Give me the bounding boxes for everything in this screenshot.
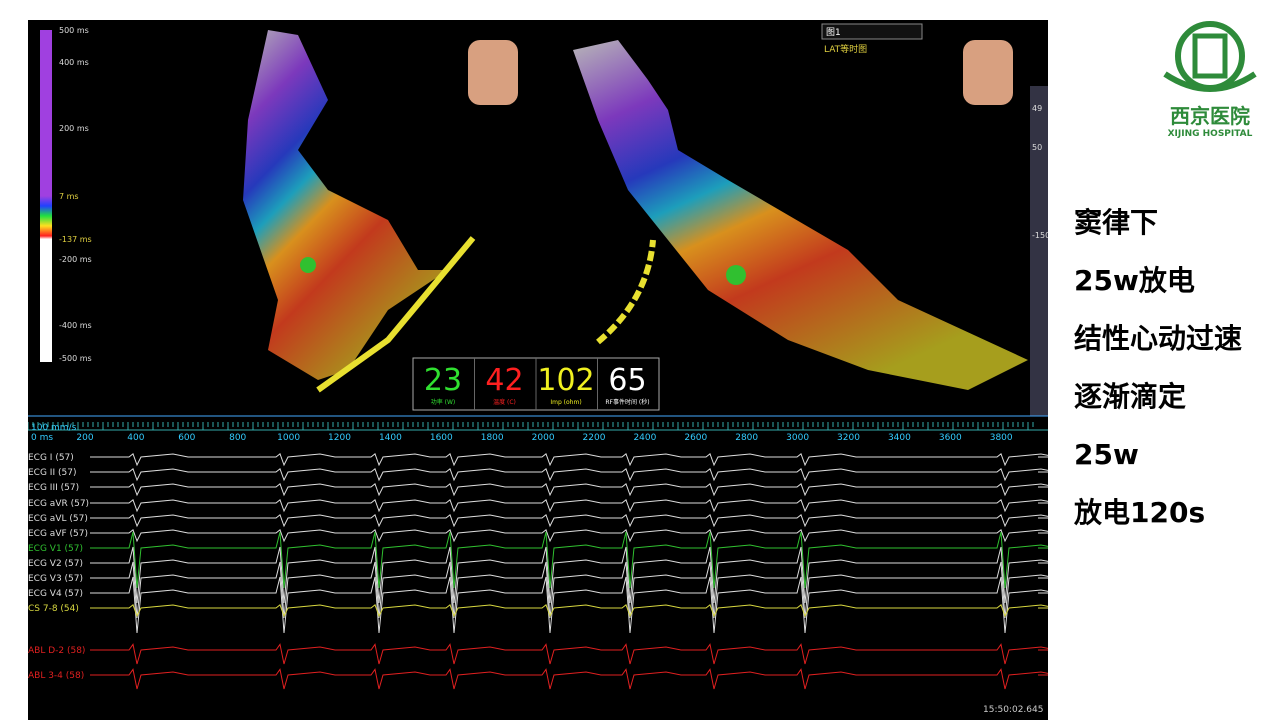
note-line: 逐渐滴定 [1074, 380, 1187, 413]
notes: 窦律下 25w放电结性心动过速 逐渐滴定 25w 放电120s [1074, 200, 1242, 548]
time-tick: 3800 [990, 433, 1013, 443]
channel-label: ECG I (57) [28, 453, 74, 463]
catheter [596, 239, 656, 345]
note-line: 结性心动过速 [1074, 322, 1243, 355]
logo-name: 西京医院 [1170, 104, 1250, 128]
torso-icon [468, 40, 518, 105]
time-tick: 3600 [939, 433, 962, 443]
heart-map-left [243, 30, 448, 380]
torso-icon [963, 40, 1013, 105]
scale-label: 200 ms [59, 124, 89, 133]
time-tick: 3200 [837, 433, 860, 443]
time-tick: 1600 [430, 433, 453, 443]
trace [90, 513, 1048, 528]
trace [90, 643, 1048, 665]
toolbar-value: -150 [1032, 231, 1048, 240]
time-tick: 2000 [532, 433, 555, 443]
ablation-tip [726, 265, 746, 285]
channel-label: ECG V4 (57) [28, 589, 83, 599]
toolbar-value: 49 [1032, 104, 1042, 113]
channel-label: ECG V1 (57) [28, 544, 83, 554]
trace [90, 668, 1048, 690]
scale-label: 7 ms [59, 192, 79, 201]
time-tick: 3400 [888, 433, 911, 443]
time-origin: 0 ms [31, 433, 53, 443]
note-line: 25w放电 [1074, 264, 1195, 297]
channel-label: ABL D-2 (58) [28, 646, 85, 656]
channel-label: ECG V2 (57) [28, 559, 83, 569]
channel-label: CS 7-8 (54) [28, 604, 79, 614]
channel-label: ECG aVL (57) [28, 514, 88, 524]
heart-map-right [573, 40, 1028, 390]
rf-value: 102 [537, 363, 594, 398]
rf-value: 65 [608, 363, 646, 398]
channel-label: ECG aVF (57) [28, 529, 88, 539]
color-scale [40, 30, 52, 362]
trace [90, 603, 1048, 618]
trace [90, 561, 1048, 619]
rf-label: 温度 (C) [493, 398, 516, 406]
trace [90, 546, 1048, 604]
time-tick: 1200 [328, 433, 351, 443]
note-line: 放电120s [1074, 496, 1206, 529]
time-tick: 2200 [583, 433, 606, 443]
scale-label: -137 ms [59, 235, 92, 244]
trace [90, 482, 1048, 497]
time-tick: 2600 [684, 433, 707, 443]
rf-value: 23 [424, 363, 462, 398]
timestamp: 15:50:02.645 [983, 705, 1043, 715]
trace [90, 528, 1048, 543]
note-line: 窦律下 [1074, 206, 1159, 239]
trace [90, 531, 1048, 589]
toolbar-value: 50 [1032, 143, 1042, 152]
scale-label: -500 ms [59, 354, 92, 363]
toolbar [1030, 86, 1048, 416]
rf-label: RF事件时间 (秒) [605, 398, 649, 406]
trace [90, 576, 1048, 634]
channel-label: ECG V3 (57) [28, 574, 83, 584]
ablation-tip [300, 257, 316, 273]
channel-label: ECG II (57) [28, 468, 76, 478]
trace [90, 452, 1048, 467]
logo-emblem [1163, 21, 1257, 92]
trace [90, 467, 1048, 482]
trace [90, 498, 1048, 513]
scale-label: 500 ms [59, 26, 89, 35]
time-tick: 600 [178, 433, 195, 443]
mapping-screen: 图1 LAT等时图 100 mm/s 0 ms 15:50:02.645 500… [28, 20, 1048, 720]
channel-label: ECG aVR (57) [28, 499, 89, 509]
time-tick: 2800 [735, 433, 758, 443]
speed: 100 mm/s [31, 423, 77, 433]
scale-label: 400 ms [59, 58, 89, 67]
view-select[interactable] [821, 23, 923, 40]
map-type: LAT等时图 [824, 43, 867, 55]
rf-value: 42 [485, 363, 523, 398]
logo: 西京医院 XIJING HOSPITAL [1150, 14, 1270, 139]
channel-label: ABL 3-4 (58) [28, 671, 84, 681]
time-tick: 800 [229, 433, 246, 443]
logo-english: XIJING HOSPITAL [1167, 129, 1253, 139]
channel-label: ECG III (57) [28, 483, 79, 493]
time-tick: 2400 [633, 433, 656, 443]
scale-label: -400 ms [59, 321, 92, 330]
time-tick: 3000 [786, 433, 809, 443]
time-tick: 1400 [379, 433, 402, 443]
catheter [316, 236, 476, 393]
time-tick: 1000 [277, 433, 300, 443]
time-tick: 400 [127, 433, 144, 443]
rf-label: Imp (ohm) [550, 399, 581, 406]
time-tick: 1800 [481, 433, 504, 443]
note-line: 25w [1074, 438, 1139, 471]
time-tick: 200 [76, 433, 93, 443]
view-select-text[interactable]: 图1 [826, 27, 841, 38]
scale-label: -200 ms [59, 255, 92, 264]
rf-label: 功率 (W) [431, 398, 456, 406]
